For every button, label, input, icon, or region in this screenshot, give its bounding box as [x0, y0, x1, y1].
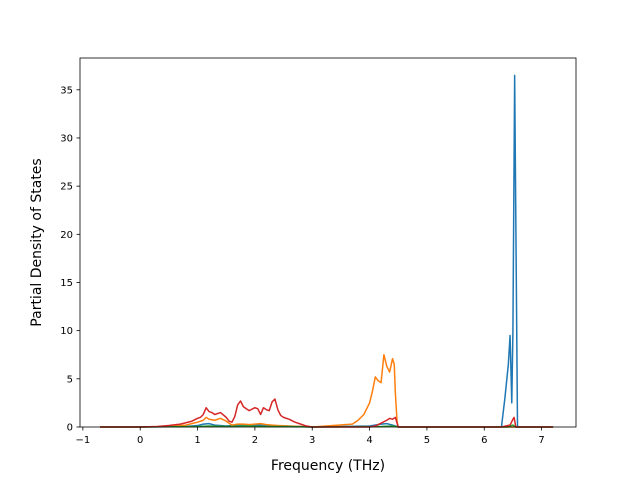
y-axis-label: Partial Density of States: [29, 158, 45, 326]
x-tick-label: 2: [252, 435, 258, 446]
y-tick-label: 35: [60, 85, 73, 96]
x-tick-label: 1: [194, 435, 200, 446]
x-tick-label: 4: [366, 435, 372, 446]
plot-frame: [79, 57, 577, 428]
y-tick-label: 30: [60, 133, 73, 144]
y-tick-label: 15: [60, 278, 73, 289]
y-tick-label: 25: [60, 182, 73, 193]
y-tick-label: 10: [60, 326, 73, 337]
y-tick-label: 20: [60, 230, 73, 241]
y-tick-label: 5: [67, 374, 73, 385]
series-line-1: [100, 74, 554, 428]
x-axis-label: Frequency (THz): [271, 458, 385, 474]
x-tick-label: 7: [538, 435, 544, 446]
x-tick-label: 6: [481, 435, 487, 446]
x-tick-label: 5: [424, 435, 430, 446]
x-tick-label: 3: [309, 435, 315, 446]
x-tick-label: 0: [137, 435, 143, 446]
y-tick-label: 0: [67, 423, 73, 434]
x-tick-label: −1: [75, 435, 90, 446]
series-layer: [100, 74, 554, 428]
series-line-2: [100, 353, 554, 428]
series-line-4: [100, 398, 554, 428]
